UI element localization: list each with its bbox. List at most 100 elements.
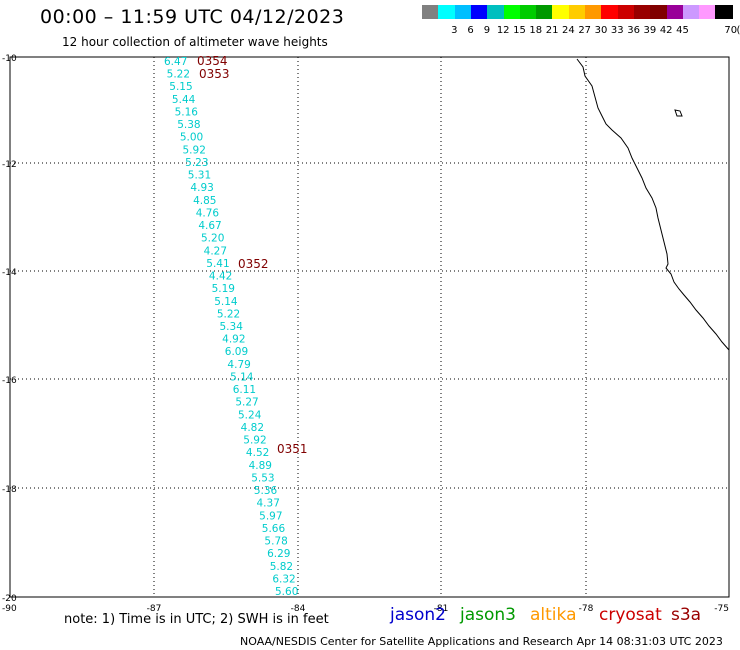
coastline <box>576 58 730 351</box>
scale-swatch <box>487 5 506 19</box>
scale-tick-label: 6 <box>467 25 474 36</box>
scale-swatch <box>699 5 718 19</box>
wave-height-value: 5.97 <box>259 510 282 522</box>
wave-height-value: 4.27 <box>204 245 227 257</box>
wave-height-value: 5.16 <box>175 106 199 118</box>
scale-swatch <box>438 5 457 19</box>
wave-height-value: 5.66 <box>262 523 286 535</box>
track-time-label: 0354 <box>197 54 228 68</box>
wave-height-value: 4.37 <box>257 498 280 510</box>
wave-height-value: 5.00 <box>180 132 203 144</box>
scale-swatch <box>585 5 603 19</box>
longitude-label: -84 <box>291 604 306 614</box>
map-subtitle: 12 hour collection of altimeter wave hei… <box>62 35 328 49</box>
wave-height-value: 6.32 <box>272 573 295 585</box>
scale-tick-label: 30 <box>594 25 608 36</box>
longitude-label: -78 <box>579 604 594 614</box>
wave-height-value: 4.85 <box>193 195 216 207</box>
wave-height-value: 4.52 <box>246 447 269 459</box>
satellite-name-cryosat: cryosat <box>599 605 662 625</box>
longitude-label: -81 <box>434 604 449 614</box>
wave-height-value: 5.20 <box>201 233 224 245</box>
wave-height-value: 5.19 <box>212 283 235 295</box>
wave-height-value: 5.15 <box>169 81 192 93</box>
wave-height-value: 5.82 <box>270 561 293 573</box>
latitude-label: -12 <box>2 160 17 170</box>
wave-height-value: 5.14 <box>230 371 254 383</box>
satellite-name-jason2: jason2 <box>390 605 446 625</box>
scale-swatch <box>552 5 571 19</box>
wave-height-value: 5.34 <box>220 321 244 333</box>
scale-swatch <box>650 5 669 19</box>
scale-tick-label: 9 <box>483 25 491 36</box>
wave-height-value: 5.44 <box>172 94 196 106</box>
wave-height-value: 4.79 <box>227 359 250 371</box>
scale-tick-label: 33 <box>610 25 624 36</box>
wave-height-value: 5.23 <box>185 157 208 169</box>
wave-height-value: 5.53 <box>251 472 274 484</box>
track-time-label: 0352 <box>238 257 269 271</box>
satellite-name-altika: altika <box>530 605 577 625</box>
wave-height-value: 4.92 <box>222 334 245 346</box>
scale-tick-label: 15 <box>513 25 526 36</box>
wave-height-value: 6.29 <box>267 548 290 560</box>
latitude-label: -16 <box>2 376 17 386</box>
satellite-name-jason3: jason3 <box>460 605 516 625</box>
track-time-label: 0353 <box>199 67 230 81</box>
scale-tick-label: 12 <box>496 25 510 36</box>
wave-height-value: 6.11 <box>233 384 256 396</box>
scale-swatch <box>568 5 587 19</box>
footer-note: note: 1) Time is in UTC; 2) SWH is in fe… <box>64 612 329 627</box>
latitude-label: -14 <box>2 268 17 278</box>
scale-tick-label: 18 <box>529 25 543 36</box>
wave-height-value: 5.14 <box>214 296 238 308</box>
map-title: 00:00 – 11:59 UTC 04/12/2023 <box>40 6 345 28</box>
wave-height-value: 4.93 <box>190 182 213 194</box>
latitude-label: -20 <box>2 594 17 604</box>
credit-line: NOAA/NESDIS Center for Satellite Applica… <box>240 635 723 648</box>
longitude-label: -75 <box>714 604 729 614</box>
latitude-label: -18 <box>2 485 17 495</box>
wave-height-value: 4.82 <box>241 422 264 434</box>
wave-height-value: 5.36 <box>254 485 278 497</box>
wave-height-value: 4.67 <box>198 220 221 232</box>
wave-height-value: 4.42 <box>209 271 232 283</box>
scale-tick-label: 70 <box>724 25 738 36</box>
wave-height-value: 5.38 <box>177 119 200 131</box>
scale-swatch <box>682 5 701 19</box>
scale-tick-label: 24 <box>562 25 575 36</box>
altimeter-track: 6.475.225.155.445.165.385.005.925.235.31… <box>164 54 308 598</box>
longitude-label: -90 <box>2 604 17 614</box>
wave-height-value: 4.76 <box>196 207 220 219</box>
scale-tick-label: 21 <box>545 25 559 36</box>
wave-height-value: 6.09 <box>225 346 248 358</box>
scale-swatch <box>601 5 620 19</box>
satellite-name-s3a: s3a <box>671 605 702 625</box>
axis-tick-labels: -10 -12 -14 -16 -18 -20-90 -87 -84 -81 -78 -75 <box>2 54 729 614</box>
scale-tick-label: 36 <box>627 25 640 36</box>
scale-tick-label: 42 <box>659 25 673 36</box>
wave-height-value: 5.22 <box>217 308 240 320</box>
wave-height-value: 5.60 <box>275 586 298 598</box>
wave-height-value: 5.92 <box>183 144 206 156</box>
scale-tick-label: 27 <box>578 25 592 36</box>
wave-height-value: 5.41 <box>206 258 229 270</box>
track-time-label: 0351 <box>277 442 308 456</box>
wave-height-value: 5.24 <box>238 409 262 421</box>
scale-swatch <box>470 5 489 19</box>
island-outline <box>674 109 683 117</box>
wave-height-value: 5.78 <box>264 536 287 548</box>
scale-swatch <box>519 5 538 19</box>
wave-height-value: 5.92 <box>243 435 266 447</box>
scale-swatch <box>666 5 685 19</box>
scale-tick-label: 3 <box>451 25 458 36</box>
scale-swatch <box>633 5 652 19</box>
wave-height-value: 5.31 <box>188 170 211 182</box>
wave-height-value: 5.27 <box>235 397 258 409</box>
latitude-label: -10 <box>2 54 17 64</box>
wave-height-value: 5.22 <box>167 69 190 81</box>
scale-swatch <box>536 5 555 19</box>
scale-swatch <box>715 5 734 19</box>
wave-height-value: 4.89 <box>249 460 272 472</box>
